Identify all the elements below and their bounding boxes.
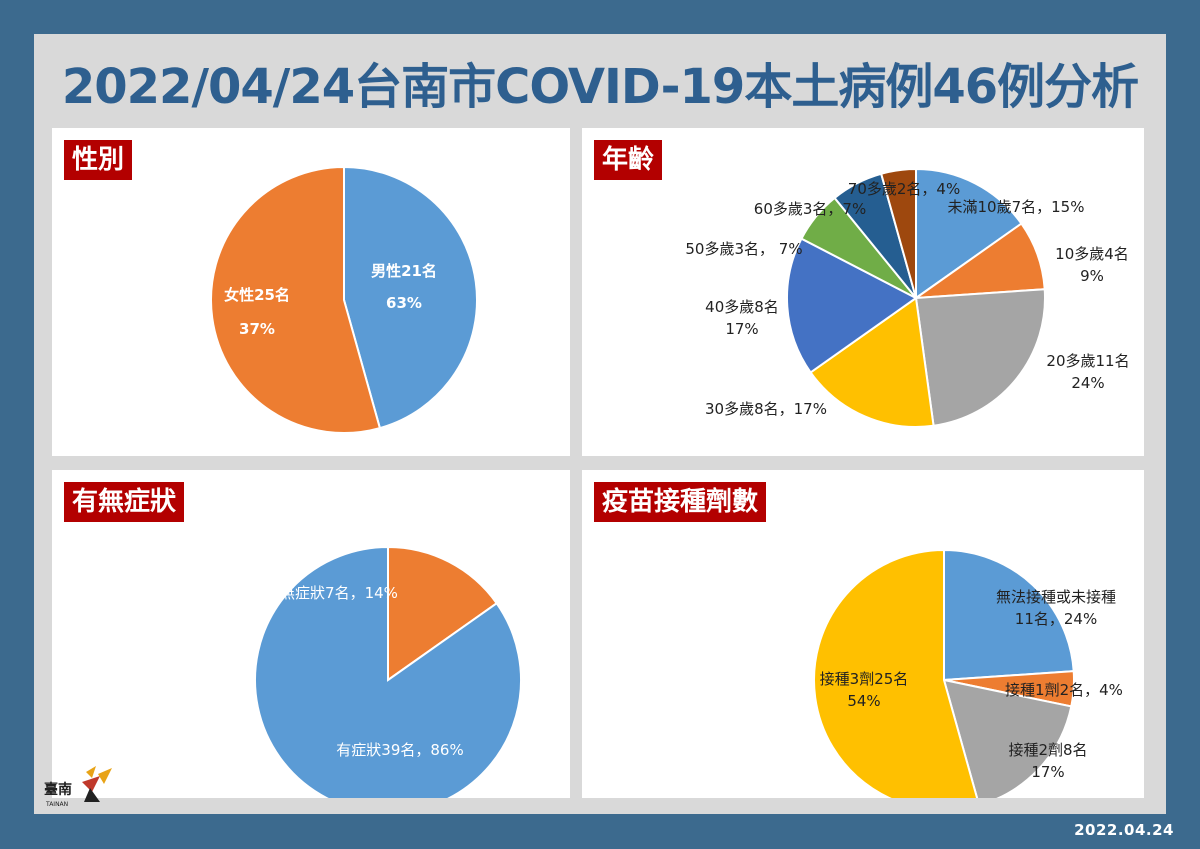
- svg-text:臺南: 臺南: [44, 781, 72, 798]
- panel-label-age: 年齡: [594, 140, 663, 180]
- infographic-board: 2022/04/24台南市COVID-19本土病例46例分析 性別 男性21名 6…: [34, 34, 1166, 814]
- panel-vaccine: 疫苗接種劑數 無法接種或未接種 11名，24% 接種1劑2名，4% 接種2劑8名 17%…: [582, 470, 1144, 798]
- pie-slice: [942, 678, 1073, 798]
- age-pie-chart: 未滿10歲7名，15% 10多歲4名 9% 20多歲11名 24% 30多歲8名，17% 4…: [685, 167, 1130, 428]
- pie-slice-label: 未滿10歲7名，15%: [948, 198, 1085, 216]
- pie-slice-label: 30多歲8名，17%: [705, 400, 827, 418]
- vaccine-pie-chart: 無法接種或未接種 11名，24% 接種1劑2名，4% 接種2劑8名 17% 接種3劑25名…: [813, 548, 1123, 798]
- pie-slice: [943, 548, 1075, 682]
- pie-slice-label: 無症狀7名，14%: [280, 584, 398, 602]
- pie-slice-label: 男性21名 63%: [371, 262, 437, 312]
- panel-label-gender: 性別: [64, 140, 133, 180]
- panel-age: 年齡 未滿10歲7名，15% 10多歲4名 9% 20多歲11名 24% 30多歲8名，1…: [582, 128, 1144, 456]
- pie-slice: [813, 548, 979, 798]
- pie-slice-label: 60多歲3名，7%: [754, 200, 866, 218]
- pie-slice-label: 10多歲4名 9%: [1055, 245, 1129, 285]
- pie-slice: [210, 165, 382, 434]
- pie-slice: [809, 296, 935, 428]
- page-title: 2022/04/24台南市COVID-19本土病例46例分析: [61, 59, 1139, 115]
- symptoms-pie-chart: 無症狀7名，14% 有症狀39名，86%: [254, 545, 522, 798]
- pie-slice-label: 70多歲2名，4%: [848, 180, 960, 198]
- pie-slice: [343, 165, 479, 430]
- pie-slice-label: 接種1劑2名，4%: [1005, 681, 1123, 699]
- svg-text:TAINAN: TAINAN: [45, 801, 68, 808]
- tainan-logo: 臺南 TAINAN: [44, 766, 112, 808]
- pie-slice-label: 有症狀39名，86%: [336, 741, 463, 759]
- footer-date: 2022.04.24: [1074, 821, 1174, 839]
- pie-slice-label: 無法接種或未接種 11名，24%: [996, 588, 1116, 628]
- pie-slice-label: 50多歲3名， 7%: [685, 240, 802, 258]
- pie-slice: [879, 167, 917, 299]
- pie-slice-label: 20多歲11名 24%: [1046, 352, 1129, 392]
- panel-label-vaccine: 疫苗接種劑數: [594, 482, 767, 522]
- pie-slice-label: 接種2劑8名 17%: [1008, 741, 1087, 781]
- pie-slice: [914, 288, 1046, 427]
- pie-slice: [254, 545, 522, 798]
- panel-gender: 性別 男性21名 63% 女性25名 37%: [52, 128, 570, 456]
- pie-slice: [786, 237, 918, 374]
- panel-symptoms: 有無症狀 無症狀7名，14% 有症狀39名，86%: [52, 470, 570, 798]
- pie-slice: [915, 167, 1023, 300]
- pie-slice-label: 女性25名 37%: [224, 286, 290, 338]
- gender-pie-chart: 男性21名 63% 女性25名 37%: [210, 165, 479, 434]
- pie-slice-label: 40多歲8名 17%: [705, 298, 779, 338]
- pie-slice-label: 接種3劑25名 54%: [820, 670, 909, 710]
- panel-label-symptoms: 有無症狀: [64, 482, 185, 522]
- pie-slice: [387, 545, 499, 682]
